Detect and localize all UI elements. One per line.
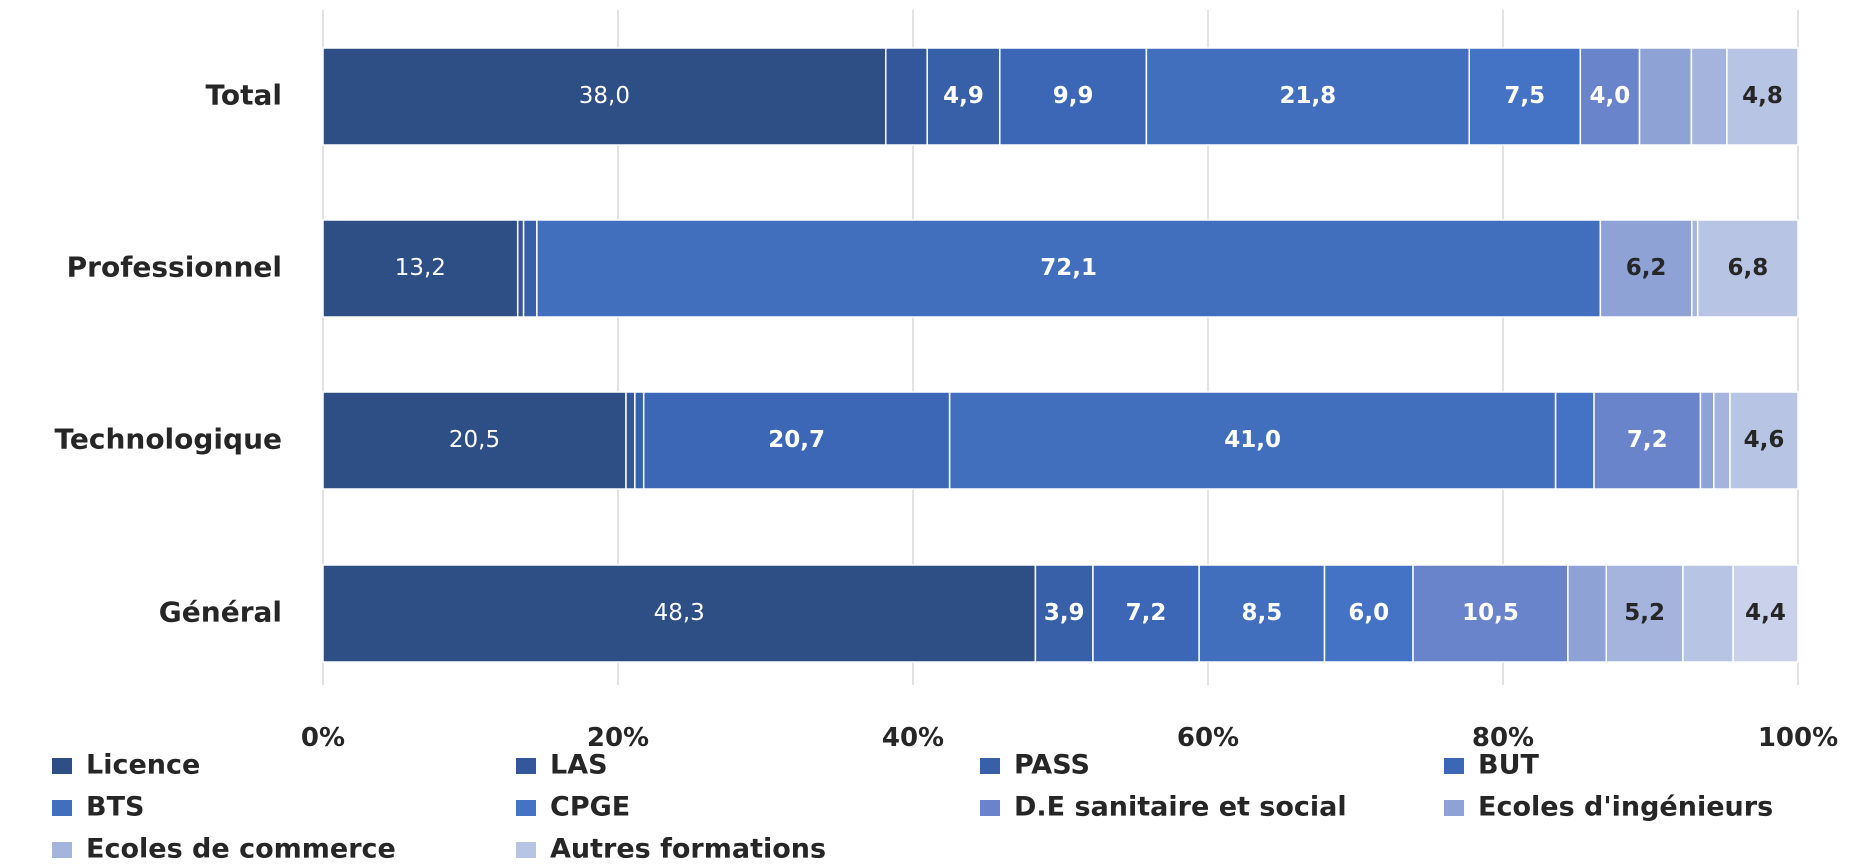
bar-segment [522, 219, 538, 318]
legend-label: PASS [1014, 750, 1090, 781]
legend-swatch [52, 800, 72, 816]
bar-segment [1145, 47, 1470, 146]
bar-segments [322, 47, 1799, 663]
bar-segment [625, 391, 636, 490]
bar-segment [1699, 391, 1715, 490]
value-labels: 38,0 4,9 9,9 21,8 7,5 4,0 4,8 13,2 72,1 6,2 6,8 20,… [395, 83, 1786, 626]
legend-label: D.E sanitaire et social [1014, 792, 1347, 823]
data-label: 7,5 [1504, 83, 1545, 109]
bar-segment [322, 219, 519, 318]
data-label: 6,8 [1727, 255, 1768, 281]
bar-segment [948, 391, 1557, 490]
bar-segment [1468, 47, 1582, 146]
data-label: 6,0 [1348, 600, 1389, 626]
x-axis-tick-labels: 0% 20% 40% 60% 80% 100% [301, 723, 1838, 753]
data-label: 8,5 [1241, 600, 1282, 626]
legend-label: Licence [86, 750, 200, 781]
x-tick-label: 80% [1472, 723, 1534, 753]
bar-segment [1554, 391, 1595, 490]
data-label: 4,8 [1742, 83, 1783, 109]
x-tick-label: 40% [882, 723, 944, 753]
bar-segment [516, 219, 525, 318]
data-label: 10,5 [1462, 600, 1519, 626]
bar-segment [1713, 391, 1731, 490]
data-label: 21,8 [1279, 83, 1336, 109]
legend-label: LAS [550, 750, 608, 781]
legend-label: Autres formations [550, 834, 826, 865]
legend-label: BTS [86, 792, 144, 823]
category-labels: Total Professionnel Technologique Général [54, 79, 282, 629]
legend-swatch [1444, 758, 1464, 774]
legend-swatch [52, 758, 72, 774]
bar-segment [1323, 564, 1414, 663]
legend-label: CPGE [550, 792, 630, 823]
legend-swatch [52, 842, 72, 858]
legend-swatch [1444, 800, 1464, 816]
legend-label: Ecoles de commerce [86, 834, 396, 865]
bar-segment [1579, 47, 1641, 146]
legend-swatch [516, 800, 536, 816]
data-label: 72,1 [1040, 255, 1097, 281]
bar-segment [1732, 564, 1799, 663]
x-tick-label: 0% [301, 723, 345, 753]
bar-segment [1638, 47, 1693, 146]
bar-segment [1696, 219, 1799, 318]
bar-segment [885, 47, 928, 146]
bar-segment [1691, 219, 1699, 318]
data-label: 7,2 [1627, 427, 1668, 453]
category-label: Professionnel [67, 251, 282, 284]
bar-segment [322, 564, 1037, 663]
legend-swatch [516, 842, 536, 858]
data-label: 13,2 [395, 255, 446, 281]
data-label: 5,2 [1624, 600, 1665, 626]
legend-swatch [980, 758, 1000, 774]
data-label: 38,0 [579, 83, 630, 109]
data-label: 3,9 [1044, 600, 1085, 626]
bar-segment [1729, 391, 1799, 490]
bar-segment [1599, 219, 1693, 318]
data-label: 4,6 [1744, 427, 1785, 453]
bar-segment [322, 47, 887, 146]
legend-swatch [516, 758, 536, 774]
x-tick-label: 20% [587, 723, 649, 753]
x-tick-label: 100% [1758, 723, 1838, 753]
data-label: 4,0 [1590, 83, 1631, 109]
data-label: 20,5 [449, 427, 500, 453]
bar-segment [1034, 564, 1094, 663]
category-label: Général [159, 596, 282, 629]
data-label: 41,0 [1224, 427, 1281, 453]
bar-segment [536, 219, 1602, 318]
bar-segment [1567, 564, 1608, 663]
legend-swatch [980, 800, 1000, 816]
legend-label: Ecoles d'ingénieurs [1478, 792, 1773, 823]
category-label: Total [206, 79, 283, 112]
bar-segment [1682, 564, 1734, 663]
data-label: 4,9 [943, 83, 984, 109]
data-label: 9,9 [1053, 83, 1094, 109]
data-label: 7,2 [1126, 600, 1167, 626]
bar-segment [642, 391, 951, 490]
bar-segment [1690, 47, 1728, 146]
legend: Licence LAS PASS BUT BTS CPGE D.E sanitaire et… [52, 750, 1773, 865]
legend-label: BUT [1478, 750, 1540, 781]
data-label: 6,2 [1626, 255, 1667, 281]
bar-segment [322, 391, 627, 490]
bar-segment [1605, 564, 1684, 663]
data-label: 48,3 [654, 600, 705, 626]
x-tick-label: 60% [1177, 723, 1239, 753]
bar-segment [1726, 47, 1799, 146]
category-label: Technologique [54, 423, 282, 456]
bar-segment [634, 391, 645, 490]
data-label: 20,7 [768, 427, 825, 453]
data-label: 4,4 [1745, 600, 1786, 626]
